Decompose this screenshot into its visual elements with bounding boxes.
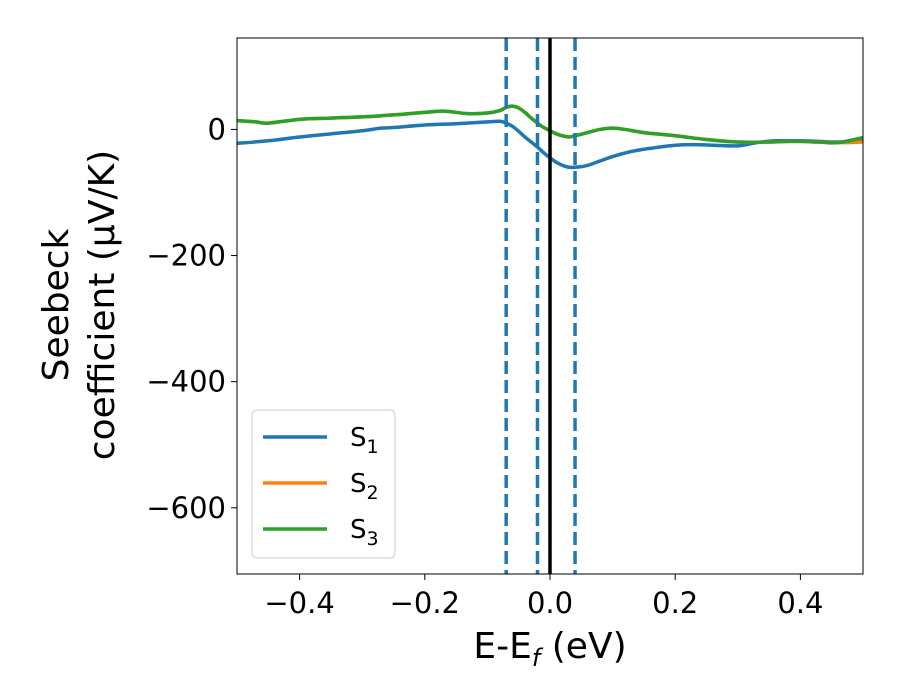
x-axis-ticks: −0.4 −0.2 0.0 0.2 0.4: [264, 574, 823, 620]
x-tick-label: −0.2: [390, 586, 460, 620]
legend-entry-1: S1: [263, 423, 379, 458]
x-tick-label: −0.4: [264, 586, 334, 620]
x-axis-label-main: E-E: [473, 626, 531, 667]
y-tick-label: −200: [146, 239, 226, 273]
x-tick-label: 0.0: [527, 586, 573, 620]
plot-lines: [237, 104, 863, 170]
legend-label: S3: [350, 515, 379, 550]
x-tick-label: 0.4: [777, 586, 823, 620]
x-tick-label: 0.2: [652, 586, 698, 620]
x-axis-label-unit: (eV): [540, 626, 626, 667]
y-tick-label: −600: [146, 491, 226, 525]
legend-entry-2: S2: [263, 469, 379, 504]
y-tick-label: 0: [208, 112, 226, 146]
series-line-1: [237, 119, 863, 170]
x-axis-label: E-Ef (eV): [473, 626, 626, 672]
y-axis-label-line2: coefficient (μV/K): [82, 150, 123, 460]
vertical-reference-lines: [504, 38, 577, 574]
y-tick-label: −400: [146, 365, 226, 399]
y-axis-label: Seebeck coefficient (μV/K): [36, 150, 123, 460]
legend-label: S2: [350, 469, 379, 504]
legend-label: S1: [350, 423, 379, 458]
y-axis-ticks: 0 −200 −400 −600: [146, 112, 237, 525]
legend-entry-3: S3: [263, 515, 379, 550]
legend-entries: S1 S2 S3: [263, 423, 379, 550]
legend: S1 S2 S3: [251, 409, 396, 559]
y-axis-label-line1: Seebeck: [36, 228, 77, 381]
series-line-3: [237, 104, 863, 145]
